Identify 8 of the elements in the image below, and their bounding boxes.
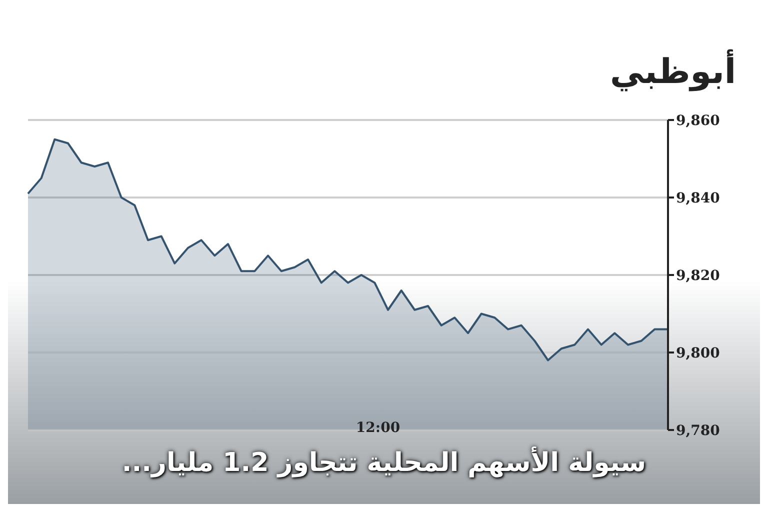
y-tick-label: 9,800 <box>676 345 720 362</box>
y-tick-label: 9,860 <box>676 112 720 129</box>
text: سيولة الأسهم المحلية تتجاوز 1.2 مليار... <box>120 448 648 478</box>
y-tick-label: 9,840 <box>676 190 720 206</box>
y-tick-label: 9,820 <box>676 268 720 284</box>
y-tick-label: 9,780 <box>676 422 720 439</box>
chart-title: أبوظبي <box>608 48 737 94</box>
annotation: 12:00 <box>354 420 402 436</box>
